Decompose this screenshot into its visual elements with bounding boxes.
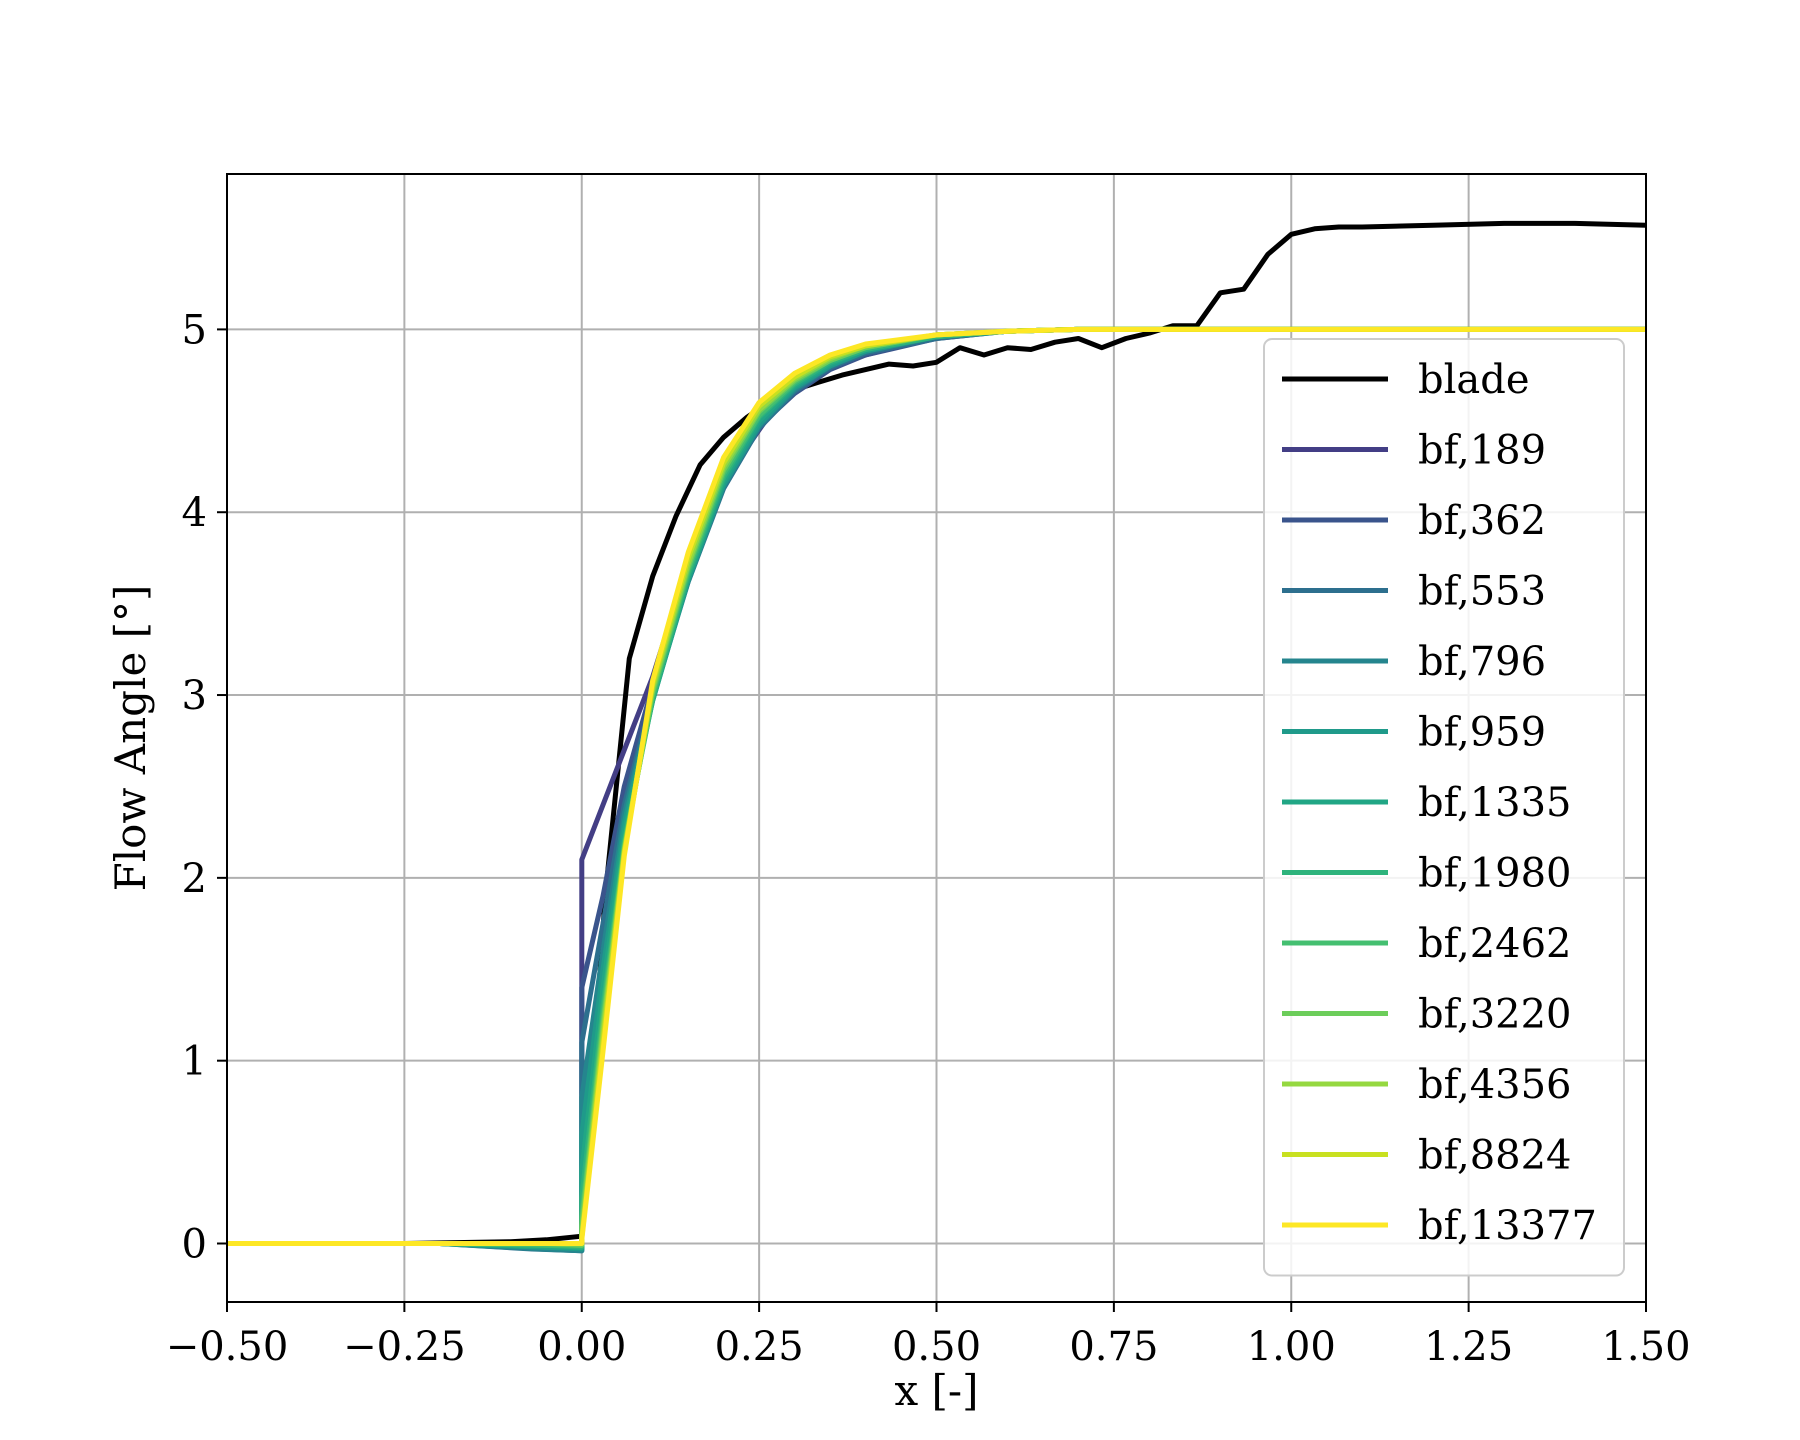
legend-label: bf,362 (1418, 498, 1546, 544)
legend: blade bf,189 bf,362 bf,553 bf,796 bf,959 bf,13… (1263, 338, 1625, 1277)
legend-label: bf,1980 (1418, 851, 1572, 897)
x-tick-label: 1.25 (1424, 1324, 1513, 1370)
legend-label: bf,959 (1418, 710, 1546, 756)
series-lines (227, 220, 1646, 1254)
y-tick-label: 4 (182, 490, 207, 536)
x-tick-label: 1.50 (1601, 1324, 1690, 1370)
y-axis-label: Flow Angle [°] (106, 585, 155, 892)
legend-box (1263, 338, 1625, 1277)
legend-label: bf,4356 (1418, 1062, 1572, 1108)
x-tick-label: −0.50 (166, 1324, 289, 1370)
y-tick-label: 2 (182, 856, 207, 902)
x-tick-label: 0.25 (715, 1324, 804, 1370)
y-tick-label: 0 (182, 1221, 207, 1267)
x-tick-label: 0.75 (1069, 1324, 1158, 1370)
legend-label: bf,3220 (1418, 992, 1572, 1038)
x-axis-label: x [-] (895, 1366, 979, 1415)
y-tick-label: 3 (182, 673, 207, 719)
y-tick-label: 5 (182, 307, 207, 353)
x-tick-label: 0.00 (537, 1324, 626, 1370)
series-line (227, 326, 1646, 1246)
legend-label: bf,189 (1418, 428, 1546, 474)
x-tick-label: 1.00 (1247, 1324, 1336, 1370)
legend-label: bf,553 (1418, 569, 1546, 615)
x-tick-label: 0.50 (892, 1324, 981, 1370)
y-axis-ticks: 0 1 2 3 4 5 (182, 307, 227, 1267)
series-line (227, 220, 1646, 1246)
legend-label: bf,13377 (1418, 1203, 1597, 1249)
legend-label: blade (1418, 357, 1530, 403)
legend-label: bf,796 (1418, 639, 1546, 685)
y-tick-label: 1 (182, 1039, 207, 1085)
legend-label: bf,1335 (1418, 780, 1572, 826)
legend-label: bf,2462 (1418, 921, 1572, 967)
legend-label: bf,8824 (1418, 1133, 1572, 1179)
x-tick-label: −0.25 (343, 1324, 466, 1370)
x-axis-ticks: −0.50 −0.25 0.00 0.25 0.50 0.75 1.00 1.25 1.50 (166, 1302, 1691, 1370)
